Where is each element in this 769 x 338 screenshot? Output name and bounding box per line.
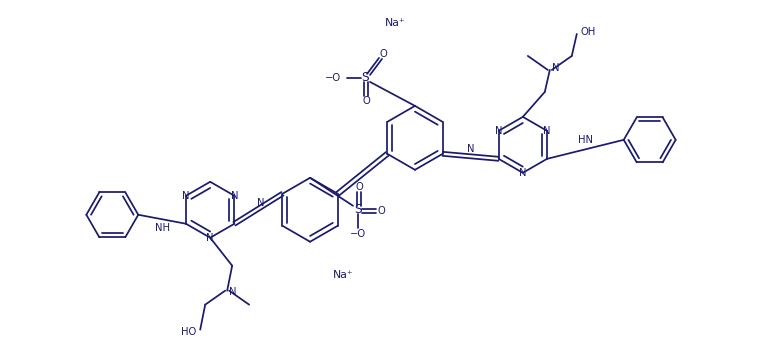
Text: S: S — [355, 203, 362, 216]
Text: N: N — [229, 287, 237, 297]
Text: OH: OH — [581, 27, 596, 37]
Text: N: N — [257, 198, 265, 208]
Text: N: N — [206, 233, 214, 243]
Text: −O: −O — [325, 73, 341, 83]
Text: S: S — [361, 71, 369, 84]
Text: O: O — [362, 96, 370, 106]
Text: Na⁺: Na⁺ — [384, 18, 405, 28]
Text: N: N — [552, 63, 559, 73]
Text: N: N — [467, 144, 474, 154]
Text: HN: HN — [578, 135, 593, 145]
Text: O: O — [355, 182, 363, 192]
Text: −O: −O — [350, 229, 366, 239]
Text: N: N — [231, 191, 238, 201]
Text: O: O — [377, 206, 384, 216]
Text: NH: NH — [155, 223, 170, 233]
Text: HO: HO — [181, 327, 196, 337]
Text: N: N — [182, 191, 190, 201]
Text: N: N — [495, 126, 502, 136]
Text: N: N — [544, 126, 551, 136]
Text: N: N — [519, 168, 527, 178]
Text: Na⁺: Na⁺ — [333, 270, 354, 280]
Text: O: O — [379, 49, 387, 59]
